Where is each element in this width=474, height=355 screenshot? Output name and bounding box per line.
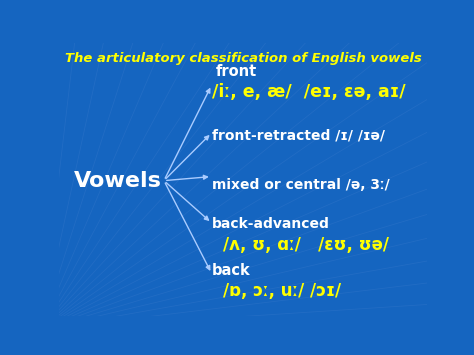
Text: The articulatory classification of English vowels: The articulatory classification of Engli…: [64, 52, 421, 65]
Text: /iː, e, æ/  /eɪ, ɛə, aɪ/: /iː, e, æ/ /eɪ, ɛə, aɪ/: [212, 83, 405, 101]
Text: front-retracted /ɪ/ /ɪə/: front-retracted /ɪ/ /ɪə/: [212, 129, 385, 143]
Text: mixed or central /ə, 3ː/: mixed or central /ə, 3ː/: [212, 178, 390, 192]
Text: front: front: [215, 64, 256, 79]
Text: Vowels: Vowels: [74, 171, 162, 191]
Text: /ɒ, ɔː, uː/ /ɔɪ/: /ɒ, ɔː, uː/ /ɔɪ/: [223, 282, 341, 300]
Text: /ʌ, ʊ, ɑː/   /ɛʊ, ʊə/: /ʌ, ʊ, ɑː/ /ɛʊ, ʊə/: [223, 236, 389, 254]
Text: back-advanced: back-advanced: [212, 217, 329, 231]
Text: back: back: [212, 263, 250, 278]
